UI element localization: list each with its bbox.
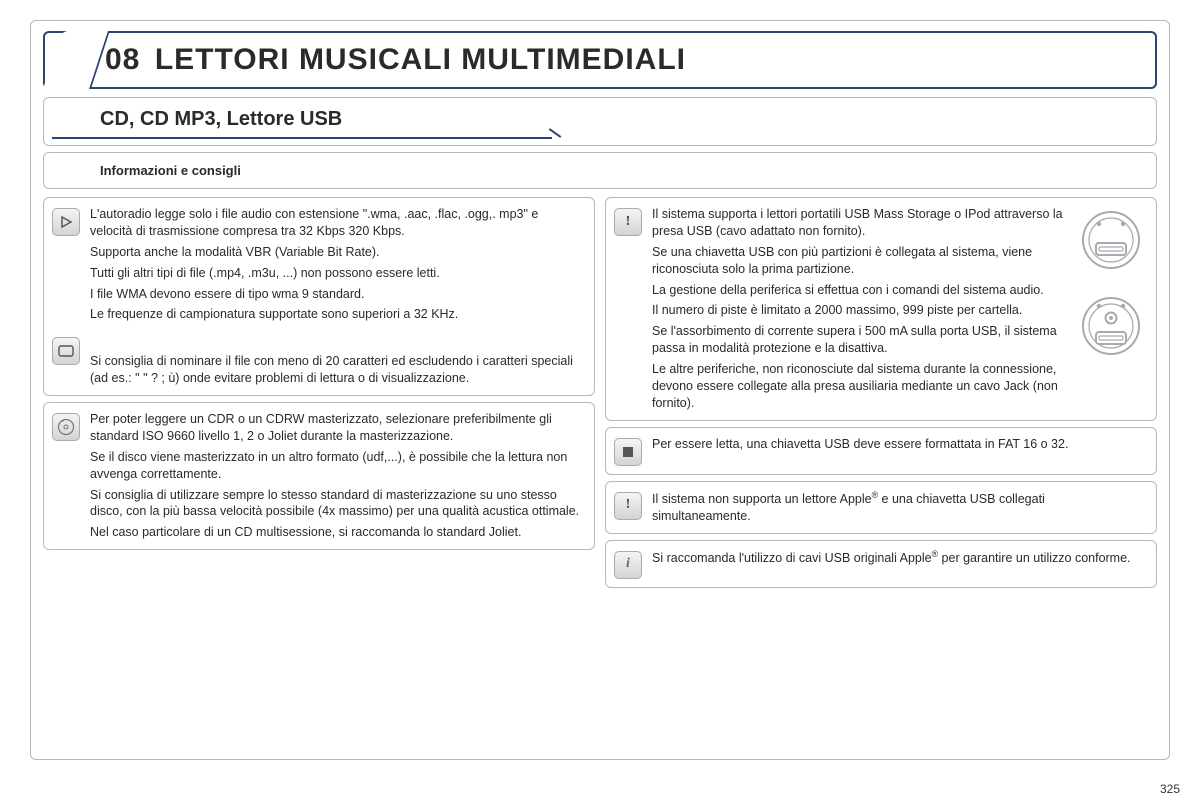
text: Le frequenze di campionatura supportate … (90, 306, 584, 323)
text-pre: Il sistema non supporta un lettore Apple (652, 492, 872, 506)
text: Si consiglia di nominare il file con men… (90, 353, 584, 387)
hint-label: Informazioni e consigli (100, 163, 241, 178)
text: Le altre periferiche, non riconosciute d… (652, 361, 1066, 412)
text: Supporta anche la modalità VBR (Variable… (90, 244, 584, 261)
subtitle-box: CD, CD MP3, Lettore USB (43, 97, 1157, 146)
disc-icon (52, 413, 80, 441)
section-title-tab: 08 LETTORI MUSICALI MULTIMEDIALI (43, 31, 1157, 89)
text: Il numero di piste è limitato a 2000 mas… (652, 302, 1066, 319)
hint-label-box: Informazioni e consigli (43, 152, 1157, 189)
right-column: ! Il sistema supporta i lettori portatil… (605, 197, 1157, 588)
usb-port-icon (1080, 206, 1142, 274)
audio-format-content: L'autoradio legge solo i file audio con … (90, 206, 584, 323)
text: Nel caso particolare di un CD multisessi… (90, 524, 584, 541)
apple-usb-content: Il sistema non supporta un lettore Apple… (652, 490, 1146, 525)
info-box-apple-usb-conflict: ! Il sistema non supporta un lettore App… (605, 481, 1157, 534)
screen-icon (52, 337, 80, 365)
stop-icon (614, 438, 642, 466)
text: Per essere letta, una chiavetta USB deve… (652, 436, 1146, 453)
text: Se l'assorbimento di corrente supera i 5… (652, 323, 1066, 357)
info-box-fat-format: Per essere letta, una chiavetta USB deve… (605, 427, 1157, 475)
info-icon: i (614, 551, 642, 579)
text: I file WMA devono essere di tipo wma 9 s… (90, 286, 584, 303)
section-title: LETTORI MUSICALI MULTIMEDIALI (155, 43, 686, 76)
apple-cable-content: Si raccomanda l'utilizzo di cavi USB ori… (652, 549, 1146, 567)
info-box-usb-support: ! Il sistema supporta i lettori portatil… (605, 197, 1157, 421)
text: Se una chiavetta USB con più partizioni … (652, 244, 1066, 278)
text: Tutti gli altri tipi di file (.mp4, .m3u… (90, 265, 584, 282)
warning-icon: ! (614, 208, 642, 236)
aux-port-icon (1080, 292, 1142, 360)
text: Se il disco viene masterizzato in un alt… (90, 449, 584, 483)
text: La gestione della periferica si effettua… (652, 282, 1066, 299)
text-pre: Si raccomanda l'utilizzo di cavi USB ori… (652, 551, 932, 565)
info-box-cdr: Per poter leggere un CDR o un CDRW maste… (43, 402, 595, 550)
filename-advice-content: Si consiglia di nominare il file con men… (90, 335, 584, 387)
subtitle: CD, CD MP3, Lettore USB (100, 108, 1138, 131)
ports-graphic (1076, 206, 1146, 360)
cdr-content: Per poter leggere un CDR o un CDRW maste… (90, 411, 584, 541)
fat-format-content: Per essere letta, una chiavetta USB deve… (652, 436, 1146, 453)
text: Il sistema supporta i lettori portatili … (652, 206, 1066, 240)
usb-support-content: Il sistema supporta i lettori portatili … (652, 206, 1066, 412)
info-box-apple-cable: i Si raccomanda l'utilizzo di cavi USB o… (605, 540, 1157, 588)
play-icon (52, 208, 80, 236)
page-number: 325 (1160, 782, 1180, 796)
text: Si consiglia di utilizzare sempre lo ste… (90, 487, 584, 521)
info-box-audio-formats: L'autoradio legge solo i file audio con … (43, 197, 595, 396)
text: Il sistema non supporta un lettore Apple… (652, 490, 1146, 525)
warning-icon: ! (614, 492, 642, 520)
content-columns: L'autoradio legge solo i file audio con … (43, 197, 1157, 588)
section-number: 08 (105, 43, 140, 76)
subtitle-underline (52, 137, 552, 139)
text-post: per garantire un utilizzo conforme. (938, 551, 1130, 565)
text: Per poter leggere un CDR o un CDRW maste… (90, 411, 584, 445)
text: Si raccomanda l'utilizzo di cavi USB ori… (652, 549, 1146, 567)
left-column: L'autoradio legge solo i file audio con … (43, 197, 595, 588)
text: L'autoradio legge solo i file audio con … (90, 206, 584, 240)
page-frame: 08 LETTORI MUSICALI MULTIMEDIALI CD, CD … (30, 20, 1170, 760)
